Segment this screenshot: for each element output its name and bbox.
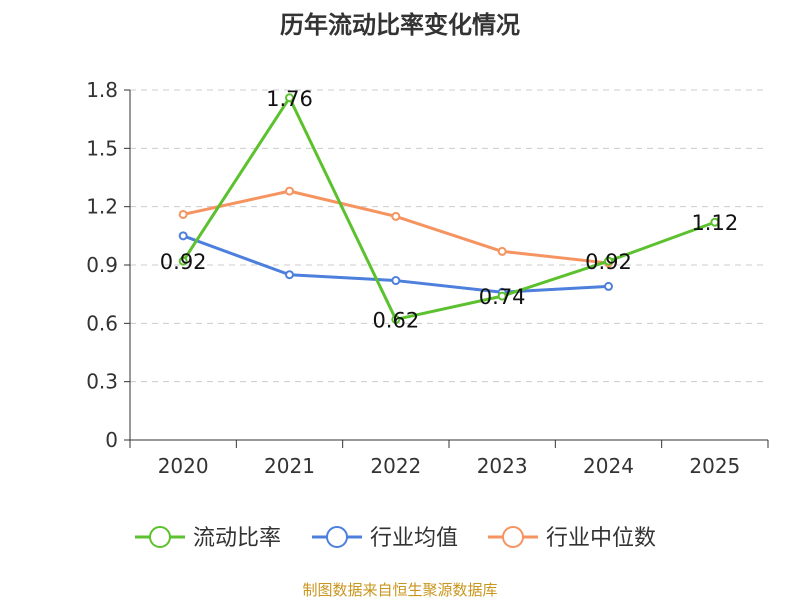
legend-marker xyxy=(502,526,524,548)
y-tick-label: 1.5 xyxy=(86,136,118,160)
y-tick-label: 1.2 xyxy=(86,195,118,219)
legend-label: 行业中位数 xyxy=(546,526,656,551)
series-2 xyxy=(178,186,613,268)
data-point xyxy=(497,246,507,256)
data-point xyxy=(391,211,401,221)
data-point xyxy=(710,217,720,227)
x-tick-label: 2021 xyxy=(264,454,315,478)
series-line xyxy=(181,96,716,321)
legend-item-1[interactable]: 行业均值 xyxy=(312,526,458,551)
x-tick-label: 2024 xyxy=(583,454,634,478)
y-tick-label: 0.3 xyxy=(86,370,118,394)
x-tick-label: 2023 xyxy=(477,454,528,478)
data-label: 0.92 xyxy=(160,250,207,274)
legend-item-0[interactable]: 流动比率 xyxy=(135,526,281,551)
data-point xyxy=(285,93,294,103)
data-point xyxy=(285,186,294,196)
data-point xyxy=(391,276,401,286)
grid-lines xyxy=(130,89,768,383)
y-tick-label: 1.8 xyxy=(86,78,118,102)
series-0 xyxy=(178,93,720,324)
source-note: 制图数据来自恒生聚源数据库 xyxy=(302,581,497,599)
data-point xyxy=(497,291,507,301)
series-lines xyxy=(178,93,720,324)
x-tick-label: 2025 xyxy=(689,454,740,478)
data-point xyxy=(178,209,188,219)
data-point xyxy=(178,256,188,266)
y-tick-label: 0.6 xyxy=(86,311,118,335)
y-tick-label: 0 xyxy=(105,428,118,452)
legend-label: 流动比率 xyxy=(193,526,281,551)
x-tick-label: 2020 xyxy=(158,454,209,478)
legend-marker xyxy=(326,526,348,548)
data-label: 1.76 xyxy=(266,87,313,111)
chart-title: 历年流动比率变化情况 xyxy=(280,11,520,39)
data-point xyxy=(285,270,294,280)
data-point xyxy=(604,281,613,291)
data-point xyxy=(391,314,401,324)
data-labels: 0.92 1.76 0.62 0.74 0.92 1.12 xyxy=(160,87,738,333)
data-label: 0.62 xyxy=(372,308,419,332)
data-point xyxy=(178,231,188,241)
x-tick-label: 2022 xyxy=(370,454,421,478)
axes: 0 0.3 0.6 0.9 1.2 1.5 1.8 2020 2021 2022 2023 2024 2… xyxy=(86,78,769,478)
data-label: 1.12 xyxy=(691,211,738,235)
y-tick-label: 0.9 xyxy=(86,253,118,277)
series-1 xyxy=(178,231,613,297)
series-line xyxy=(182,189,609,265)
legend-marker xyxy=(149,526,171,548)
data-label: 0.92 xyxy=(585,250,632,274)
data-label: 0.74 xyxy=(479,285,526,309)
legend-label: 行业均值 xyxy=(370,526,458,551)
legend[interactable]: 流动比率 行业均值 行业中位数 xyxy=(135,526,656,551)
legend-item-2[interactable]: 行业中位数 xyxy=(488,526,656,551)
data-point xyxy=(604,256,613,266)
